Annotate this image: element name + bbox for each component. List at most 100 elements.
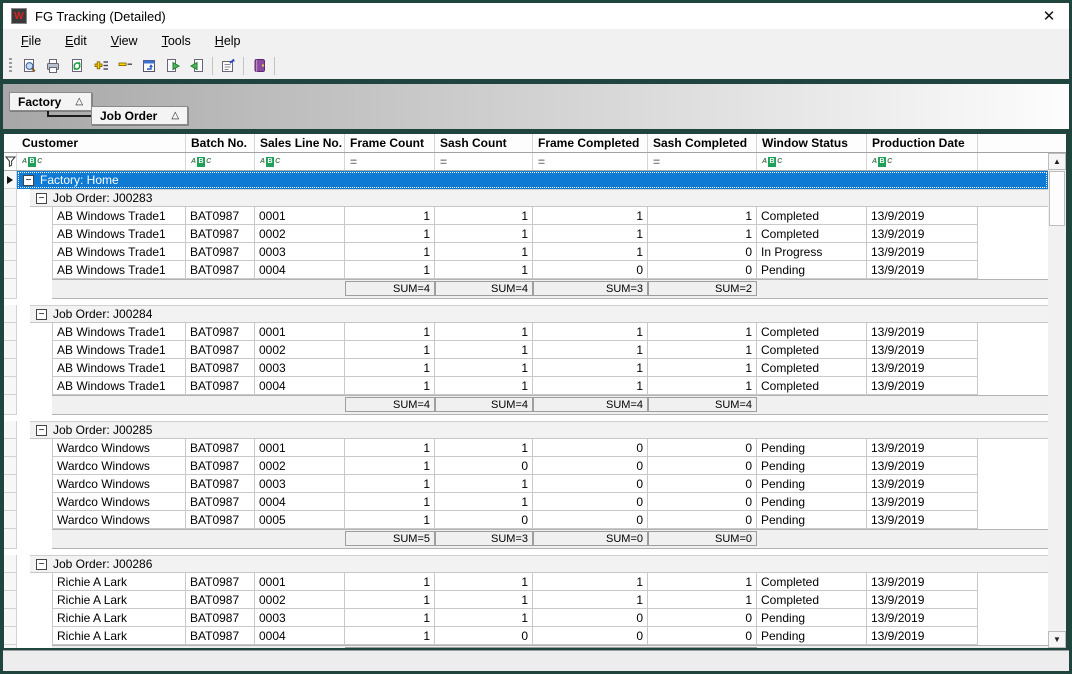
cell-frame-count[interactable]: 1 — [345, 475, 435, 493]
cell-frame-count[interactable]: 1 — [345, 493, 435, 511]
column-header-frame-completed[interactable]: Frame Completed — [533, 134, 648, 152]
cell-production-date[interactable]: 13/9/2019 — [867, 243, 978, 261]
cell-sash-completed[interactable]: 1 — [648, 341, 757, 359]
table-row[interactable]: AB Windows Trade1BAT098700021111Complete… — [4, 341, 1048, 359]
filter-cell-sash-completed[interactable]: = — [648, 153, 757, 170]
column-header-production-date[interactable]: Production Date — [867, 134, 978, 152]
cell-sales-line-no[interactable]: 0004 — [255, 627, 345, 645]
cell-batch-no[interactable]: BAT0987 — [186, 493, 255, 511]
toolbar-button-export-next[interactable] — [161, 55, 185, 77]
cell-window-status[interactable]: Pending — [757, 457, 867, 475]
cell-frame-count[interactable]: 1 — [345, 627, 435, 645]
cell-sash-completed[interactable]: 0 — [648, 243, 757, 261]
group-row-job-order-band[interactable]: −Job Order: J00284 — [30, 305, 1048, 323]
cell-frame-completed[interactable]: 1 — [533, 323, 648, 341]
row-indicator-cell[interactable] — [4, 377, 17, 395]
cell-window-status[interactable]: In Progress — [757, 243, 867, 261]
column-header-sash-count[interactable]: Sash Count — [435, 134, 533, 152]
cell-sash-count[interactable]: 1 — [435, 359, 533, 377]
row-indicator-cell[interactable] — [4, 395, 17, 415]
table-row[interactable]: Wardco WindowsBAT098700041100Pending13/9… — [4, 493, 1048, 511]
cell-window-status[interactable]: Completed — [757, 591, 867, 609]
group-row-job-order[interactable]: −Job Order: J00285 — [4, 421, 1048, 439]
row-indicator-cell[interactable] — [4, 171, 17, 189]
cell-frame-completed[interactable]: 0 — [533, 457, 648, 475]
row-indicator-cell[interactable] — [4, 645, 17, 648]
row-indicator-cell[interactable] — [4, 421, 17, 439]
cell-sash-count[interactable]: 0 — [435, 627, 533, 645]
filter-cell-batch-no[interactable]: ABC — [186, 153, 255, 170]
cell-customer[interactable]: AB Windows Trade1 — [52, 225, 186, 243]
cell-frame-completed[interactable]: 1 — [533, 591, 648, 609]
cell-frame-count[interactable]: 1 — [345, 341, 435, 359]
cell-window-status[interactable]: Pending — [757, 609, 867, 627]
collapse-box-icon[interactable]: − — [36, 425, 47, 436]
cell-sash-completed[interactable]: 0 — [648, 511, 757, 529]
cell-frame-completed[interactable]: 0 — [533, 439, 648, 457]
group-row-job-order[interactable]: −Job Order: J00286 — [4, 555, 1048, 573]
row-indicator-cell[interactable] — [4, 189, 17, 207]
toolbar-button-expand-all[interactable] — [89, 55, 113, 77]
group-row-job-order[interactable]: −Job Order: J00283 — [4, 189, 1048, 207]
cell-batch-no[interactable]: BAT0987 — [186, 323, 255, 341]
table-row[interactable]: Richie A LarkBAT098700011111Completed13/… — [4, 573, 1048, 591]
cell-frame-count[interactable]: 1 — [345, 323, 435, 341]
cell-sales-line-no[interactable]: 0001 — [255, 323, 345, 341]
cell-sash-completed[interactable]: 0 — [648, 457, 757, 475]
cell-batch-no[interactable]: BAT0987 — [186, 377, 255, 395]
cell-sash-count[interactable]: 1 — [435, 341, 533, 359]
cell-production-date[interactable]: 13/9/2019 — [867, 573, 978, 591]
collapse-box-icon[interactable]: − — [36, 559, 47, 570]
cell-customer[interactable]: AB Windows Trade1 — [52, 207, 186, 225]
table-row[interactable]: AB Windows Trade1BAT098700041100Pending1… — [4, 261, 1048, 279]
cell-sash-count[interactable]: 0 — [435, 457, 533, 475]
cell-frame-completed[interactable]: 1 — [533, 341, 648, 359]
cell-sales-line-no[interactable]: 0003 — [255, 609, 345, 627]
group-row-job-order-band[interactable]: −Job Order: J00285 — [30, 421, 1048, 439]
sort-ascending-icon[interactable]: △ — [75, 96, 83, 107]
cell-batch-no[interactable]: BAT0987 — [186, 341, 255, 359]
cell-sash-completed[interactable]: 1 — [648, 225, 757, 243]
table-row[interactable]: Richie A LarkBAT098700021111Completed13/… — [4, 591, 1048, 609]
cell-sash-count[interactable]: 1 — [435, 225, 533, 243]
cell-batch-no[interactable]: BAT0987 — [186, 573, 255, 591]
cell-sales-line-no[interactable]: 0004 — [255, 261, 345, 279]
cell-sash-completed[interactable]: 0 — [648, 475, 757, 493]
row-indicator-cell[interactable] — [4, 493, 17, 511]
row-indicator-cell[interactable] — [4, 475, 17, 493]
cell-sales-line-no[interactable]: 0001 — [255, 439, 345, 457]
cell-batch-no[interactable]: BAT0987 — [186, 609, 255, 627]
cell-frame-completed[interactable]: 1 — [533, 377, 648, 395]
cell-sash-completed[interactable]: 1 — [648, 377, 757, 395]
cell-sash-count[interactable]: 1 — [435, 261, 533, 279]
cell-production-date[interactable]: 13/9/2019 — [867, 225, 978, 243]
cell-batch-no[interactable]: BAT0987 — [186, 457, 255, 475]
row-indicator-cell[interactable] — [4, 323, 17, 341]
cell-sales-line-no[interactable]: 0005 — [255, 511, 345, 529]
cell-production-date[interactable]: 13/9/2019 — [867, 323, 978, 341]
toolbar-button-refresh[interactable] — [65, 55, 89, 77]
cell-frame-count[interactable]: 1 — [345, 457, 435, 475]
toolbar-button-help[interactable] — [247, 55, 271, 77]
cell-sales-line-no[interactable]: 0003 — [255, 475, 345, 493]
cell-batch-no[interactable]: BAT0987 — [186, 261, 255, 279]
cell-customer[interactable]: AB Windows Trade1 — [52, 323, 186, 341]
row-indicator-cell[interactable] — [4, 555, 17, 573]
cell-window-status[interactable]: Completed — [757, 377, 867, 395]
row-indicator-cell[interactable] — [4, 261, 17, 279]
cell-production-date[interactable]: 13/9/2019 — [867, 609, 978, 627]
menu-item-help[interactable]: Help — [203, 31, 253, 51]
cell-customer[interactable]: AB Windows Trade1 — [52, 243, 186, 261]
cell-frame-count[interactable]: 1 — [345, 225, 435, 243]
cell-customer[interactable]: Richie A Lark — [52, 609, 186, 627]
cell-window-status[interactable]: Completed — [757, 341, 867, 359]
cell-production-date[interactable]: 13/9/2019 — [867, 457, 978, 475]
cell-customer[interactable]: Wardco Windows — [52, 439, 186, 457]
cell-frame-count[interactable]: 1 — [345, 591, 435, 609]
toolbar-button-print-preview[interactable] — [17, 55, 41, 77]
table-row[interactable]: AB Windows Trade1BAT098700031110In Progr… — [4, 243, 1048, 261]
filter-cell-window-status[interactable]: ABC — [757, 153, 867, 170]
row-indicator-cell[interactable] — [4, 279, 17, 299]
cell-sales-line-no[interactable]: 0001 — [255, 573, 345, 591]
cell-batch-no[interactable]: BAT0987 — [186, 225, 255, 243]
